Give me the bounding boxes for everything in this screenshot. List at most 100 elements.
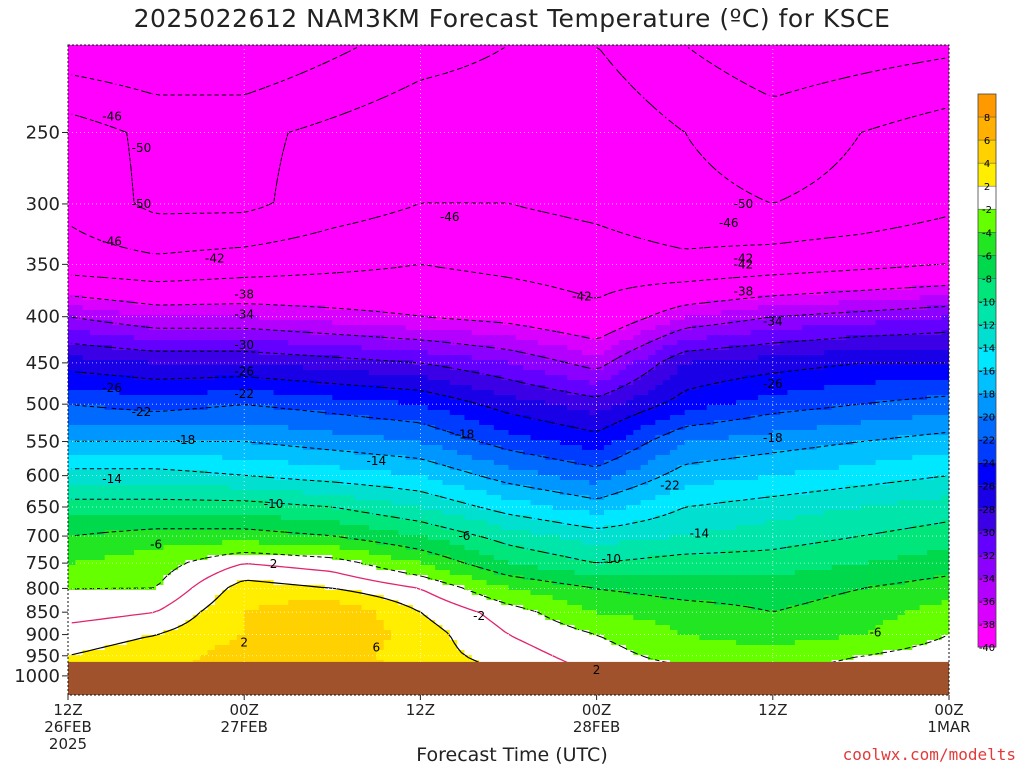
heat-cell — [706, 170, 715, 176]
heat-cell — [875, 170, 884, 176]
heat-cell — [508, 210, 517, 216]
heat-cell — [97, 220, 106, 226]
heat-cell — [596, 200, 605, 206]
heat-cell — [559, 105, 568, 111]
heat-cell — [280, 220, 289, 226]
heat-cell — [838, 45, 847, 51]
heat-cell — [508, 155, 517, 161]
heat-cell — [435, 250, 444, 256]
heat-cell — [625, 110, 634, 116]
heat-cell — [508, 145, 517, 151]
heat-cell — [369, 165, 377, 171]
heat-cell — [692, 240, 700, 246]
heat-cell — [890, 115, 899, 121]
heat-cell — [376, 70, 385, 76]
heat-cell — [611, 110, 620, 116]
heat-cell — [552, 85, 561, 91]
heat-cell — [530, 155, 539, 161]
heat-cell — [647, 140, 656, 146]
heat-cell — [141, 200, 150, 206]
heat-cell — [904, 200, 913, 206]
heat-cell — [258, 230, 267, 236]
heat-cell — [640, 80, 649, 86]
heat-cell — [134, 200, 143, 206]
heat-cell — [890, 210, 899, 216]
heat-cell — [868, 160, 877, 166]
heat-cell — [361, 70, 370, 76]
heat-cell — [222, 245, 231, 251]
heat-cell — [897, 195, 906, 201]
heat-cell — [354, 230, 363, 236]
heat-cell — [148, 160, 157, 166]
heat-cell — [809, 225, 818, 231]
heat-cell — [244, 70, 253, 76]
heat-cell — [317, 55, 326, 61]
heat-cell — [692, 215, 700, 221]
heat-cell — [625, 70, 634, 76]
heat-cell — [479, 150, 488, 156]
heat-cell — [185, 195, 194, 201]
heat-cell — [457, 115, 466, 121]
heat-cell — [90, 225, 98, 231]
heat-cell — [251, 105, 260, 111]
heat-cell — [603, 75, 612, 81]
heat-cell — [236, 160, 245, 166]
heat-cell — [670, 185, 678, 191]
heat-cell — [346, 135, 355, 141]
heat-cell — [501, 220, 510, 226]
heat-cell — [163, 110, 172, 116]
heat-cell — [567, 150, 576, 156]
heat-cell — [926, 175, 935, 181]
heat-cell — [457, 235, 466, 241]
heat-cell — [934, 150, 943, 156]
heat-cell — [611, 160, 620, 166]
heat-cell — [486, 165, 495, 171]
heat-cell — [501, 165, 510, 171]
heat-cell — [545, 185, 554, 191]
heat-cell — [677, 105, 686, 111]
heat-cell — [545, 160, 554, 166]
heat-cell — [699, 75, 708, 81]
heat-cell — [890, 245, 899, 251]
heat-cell — [280, 80, 289, 86]
heat-cell — [625, 85, 634, 91]
heat-cell — [787, 200, 796, 206]
heat-cell — [559, 120, 568, 126]
heat-cell — [354, 215, 363, 221]
heat-cell — [750, 70, 759, 76]
heat-cell — [346, 240, 355, 246]
heat-cell — [662, 55, 671, 61]
heat-cell — [537, 205, 546, 211]
heat-cell — [391, 105, 399, 111]
heat-cell — [97, 195, 106, 201]
heat-cell — [236, 150, 245, 156]
heat-cell — [361, 105, 370, 111]
heat-cell — [603, 145, 612, 151]
heat-cell — [222, 220, 231, 226]
heat-cell — [706, 70, 715, 76]
heat-cell — [537, 75, 546, 81]
heat-cell — [82, 60, 91, 66]
heat-cell — [383, 155, 392, 161]
heat-cell — [310, 120, 319, 126]
heat-cell — [787, 75, 796, 81]
heat-cell — [934, 175, 943, 181]
heat-cell — [912, 50, 921, 56]
heat-cell — [736, 80, 745, 86]
heat-cell — [346, 195, 355, 201]
heat-cell — [90, 145, 98, 151]
heat-cell — [391, 165, 399, 171]
heat-cell — [258, 225, 267, 231]
heat-cell — [134, 85, 143, 91]
heat-cell — [523, 185, 532, 191]
heat-cell — [339, 240, 348, 246]
heat-cell — [721, 200, 730, 206]
heat-cell — [280, 215, 289, 221]
heat-cell — [398, 150, 407, 156]
heat-cell — [802, 80, 811, 86]
heat-cell — [625, 205, 634, 211]
heat-cell — [413, 165, 421, 171]
heat-cell — [119, 130, 128, 136]
heat-cell — [934, 180, 943, 186]
heat-cell — [244, 105, 253, 111]
